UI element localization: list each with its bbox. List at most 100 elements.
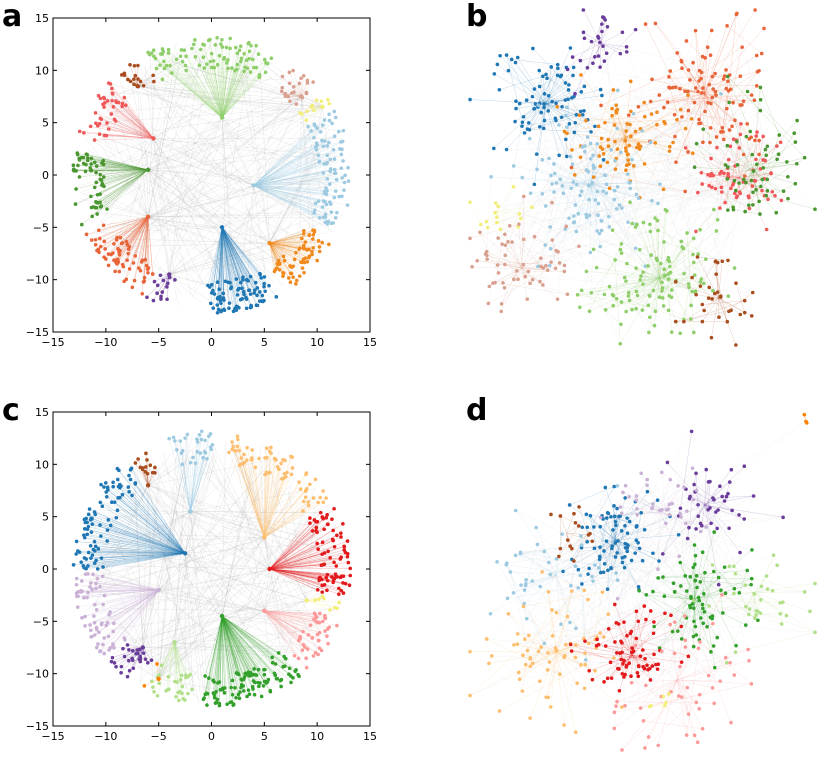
background-edge <box>137 63 190 87</box>
community-edge-red-orange <box>704 93 730 131</box>
node-red <box>94 121 98 125</box>
community-edge-light-blue <box>253 131 321 186</box>
node-orange <box>636 142 641 146</box>
community-edge-light-blue <box>588 171 591 185</box>
y-tick-label: −10 <box>26 668 49 681</box>
node-brown <box>694 292 698 297</box>
node-green <box>296 672 300 677</box>
node-green <box>749 178 754 183</box>
node-red <box>779 198 784 203</box>
node-red <box>737 190 742 194</box>
community-edge-pink <box>264 610 319 655</box>
node-tan <box>301 73 306 78</box>
community-edge-brown <box>566 525 579 534</box>
node-brown <box>750 290 755 295</box>
background-edge <box>174 470 223 617</box>
node-pale-green <box>177 698 181 703</box>
background-edge <box>594 151 689 169</box>
node-red-orange <box>710 74 715 79</box>
background-edge <box>114 169 149 244</box>
node-lavender <box>76 590 80 594</box>
community-edge-orange <box>269 242 310 257</box>
community-edge-light-blue <box>574 184 591 223</box>
community-edge-green <box>221 616 237 698</box>
node-blue <box>532 87 537 91</box>
background-edge <box>77 548 270 570</box>
background-edge <box>158 456 276 591</box>
community-edge-dark-green <box>97 169 149 195</box>
community-edge-green <box>207 616 223 694</box>
node-blue <box>85 527 90 531</box>
node-light-blue <box>564 125 569 129</box>
node-red-orange <box>714 93 718 97</box>
node-light-green <box>726 294 731 299</box>
node-orange <box>599 136 604 141</box>
node-light-green <box>575 292 580 297</box>
community-edge-green <box>221 616 238 674</box>
node-red <box>335 533 339 538</box>
node-orange <box>301 257 306 262</box>
node-dark-green <box>92 185 97 190</box>
community-edge-blue <box>221 227 265 287</box>
node-red-orange <box>671 85 675 90</box>
community-edge-green <box>756 161 787 165</box>
node-orange <box>638 144 643 149</box>
community-edge-light-green <box>649 224 660 279</box>
community-edge-pale-green <box>165 642 175 691</box>
node-green <box>239 683 244 687</box>
node-orange <box>624 168 628 173</box>
community-edge-dark-green <box>91 163 149 171</box>
node-light-blue <box>549 173 553 178</box>
background-edge <box>153 138 336 162</box>
node-light-green <box>686 282 691 286</box>
community-edge-blue <box>607 560 632 590</box>
node-light-blue <box>199 437 204 442</box>
community-edge-red <box>755 136 764 181</box>
node-orange <box>683 126 688 131</box>
hub-node-yellow <box>304 598 309 603</box>
community-edge-pink <box>264 610 308 650</box>
node-red-orange <box>759 51 764 56</box>
node-light-green <box>158 63 162 67</box>
community-edge-light-blue <box>253 159 331 186</box>
background-edge <box>604 166 695 176</box>
community-edge-dark-orange <box>121 216 149 244</box>
node-orange <box>642 162 647 166</box>
community-edge-light-green <box>221 46 241 118</box>
background-edge <box>169 167 328 275</box>
background-edge <box>95 112 270 244</box>
background-edge <box>269 142 326 244</box>
community-edge-green <box>221 615 261 684</box>
community-edge-lavender <box>96 588 159 591</box>
node-orange <box>611 88 616 92</box>
community-edge-light-green <box>221 58 272 118</box>
node-green <box>764 193 769 198</box>
background-edge <box>101 107 254 186</box>
node-light-blue <box>314 147 319 152</box>
background-edge <box>93 96 302 214</box>
node-light-green <box>699 277 704 281</box>
hub-node-purple <box>167 272 172 277</box>
community-edge-orange <box>269 242 292 268</box>
node-tan <box>294 102 299 106</box>
community-edge-lavender <box>80 589 159 593</box>
community-edge-lavender <box>94 589 159 623</box>
community-edge-red-orange <box>704 93 742 106</box>
node-dark-orange <box>117 252 122 257</box>
community-edge-dark-orange <box>141 216 149 262</box>
node-orange <box>623 138 628 143</box>
background-edge <box>158 460 205 679</box>
community-edge-purple <box>704 481 709 506</box>
node-dark-orange <box>140 291 145 296</box>
node-green <box>268 689 273 694</box>
community-edge-blue <box>221 227 224 294</box>
node-green <box>250 684 255 689</box>
node-yellow <box>317 597 321 602</box>
community-edge-light-green <box>609 277 660 287</box>
community-edge-red-orange <box>675 76 713 163</box>
background-edge <box>579 114 764 161</box>
node-light-green <box>178 54 183 59</box>
community-edge-purple <box>142 647 149 663</box>
node-green <box>723 163 728 167</box>
background-edge <box>264 610 270 663</box>
